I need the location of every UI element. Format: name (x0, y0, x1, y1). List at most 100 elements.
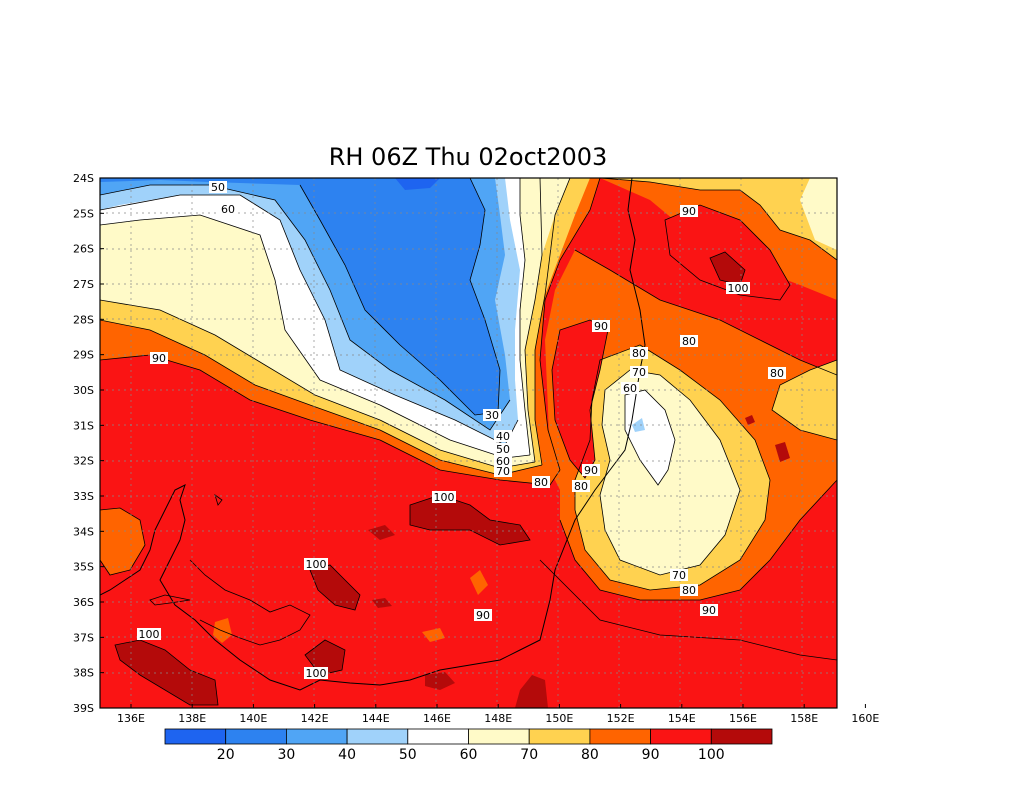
rh-patch-above-100-d (305, 640, 345, 675)
lon-tick-label: 138E (178, 712, 206, 725)
contour-label: 70 (496, 465, 510, 478)
contour-lines (100, 178, 837, 706)
contour-label: 80 (682, 584, 696, 597)
lat-tick-label: 33S (73, 490, 94, 503)
contour-label: 90 (584, 464, 598, 477)
lon-tick-label: 146E (423, 712, 451, 725)
lon-axis: 136E 138E 140E 142E 144E 146E 148E 150E 152E 154E… (117, 704, 879, 725)
coastline-inlet (149, 594, 191, 606)
contour-label: 80 (770, 367, 784, 380)
colorbar-label: 40 (338, 747, 356, 763)
lon-tick-label: 152E (607, 712, 635, 725)
colorbar-label: 60 (460, 747, 478, 763)
rh-patch-above-100-j (775, 442, 790, 462)
contour-label: 90 (476, 609, 490, 622)
rh-band-50-60-east (625, 390, 675, 485)
colorbar-label: 70 (520, 747, 538, 763)
colorbar-swatch (407, 728, 469, 745)
contour-label: 80 (534, 476, 548, 489)
contour-label: 100 (306, 558, 327, 571)
rh-band-90-100-mid (552, 320, 608, 478)
contour-labels: 50 60 30 40 50 60 70 80 90 90 80 70 60 8… (137, 181, 786, 680)
rh-patch-above-100-a (410, 495, 530, 545)
lat-axis: 24S 25S 26S 27S 28S 29S 30S 31S 32S 33S 34S 35S 36S 3… (73, 172, 104, 715)
colorbar-label: 50 (399, 747, 417, 763)
rh-patch-80-90-d (470, 570, 488, 595)
rh-band-90-100-ne (665, 205, 790, 300)
lat-tick-label: 35S (73, 561, 94, 574)
contour-label: 100 (728, 282, 749, 295)
rh-patch-above-100-h (372, 598, 392, 608)
contour-label: 60 (623, 382, 637, 395)
coastline (100, 178, 646, 691)
lon-tick-label: 150E (545, 712, 573, 725)
rh-band-70-80-east-se (772, 360, 837, 440)
lat-tick-label: 24S (73, 172, 94, 185)
lon-tick-label: 154E (668, 712, 696, 725)
colorbar-swatch (710, 728, 773, 745)
lat-tick-label: 27S (73, 278, 94, 291)
lat-tick-label: 37S (73, 631, 94, 644)
lat-tick-label: 32S (73, 455, 94, 468)
rh-patch-above-100-f (425, 672, 455, 690)
lon-tick-label: 144E (362, 712, 390, 725)
contour-label: 100 (434, 491, 455, 504)
plot-frame (99, 177, 838, 709)
rh-band-70-80-east (600, 178, 837, 260)
plot-area: 50 60 30 40 50 60 70 80 90 90 80 70 60 8… (100, 178, 837, 708)
lon-tick-label: 140E (239, 712, 267, 725)
rh-patch-above-100-i (745, 415, 755, 425)
colorbar-swatch (589, 728, 652, 745)
rh-band-40-50-east (632, 418, 645, 432)
contour-label: 60 (221, 203, 235, 216)
colorbar-label: 90 (642, 747, 660, 763)
contour-label: 50 (211, 181, 225, 194)
rh-band-60-70-ne (800, 178, 837, 250)
lat-tick-label: 38S (73, 667, 94, 680)
lat-tick-label: 30S (73, 384, 94, 397)
contour-label: 80 (574, 480, 588, 493)
contour-label: 70 (632, 366, 646, 379)
rh-band-20-30-north (100, 178, 500, 415)
colorbar-label: 100 (698, 747, 725, 763)
lat-tick-label: 31S (73, 419, 94, 432)
rh-patch-above-100-g (368, 525, 395, 540)
colorbar-swatch (650, 728, 712, 745)
colorbar-label: 20 (217, 747, 235, 763)
colorbar-swatch (468, 728, 530, 745)
contour-label: 60 (496, 455, 510, 468)
contour-label: 80 (632, 347, 646, 360)
contour-label: 80 (682, 335, 696, 348)
lat-tick-label: 29S (73, 349, 94, 362)
contour-label: 40 (496, 430, 510, 443)
lat-tick-label: 36S (73, 596, 94, 609)
contour-label: 90 (152, 352, 166, 365)
lat-tick-label: 26S (73, 243, 94, 256)
colorbar-swatch (285, 728, 348, 745)
contour-label: 70 (672, 569, 686, 582)
coastline-island (214, 493, 223, 506)
lat-tick-label: 34S (73, 525, 94, 538)
colorbar-swatch (346, 728, 409, 745)
contour-label: 100 (139, 628, 160, 641)
rh-patch-80-90-a (100, 508, 145, 575)
lon-tick-label: 156E (729, 712, 757, 725)
contour-label: 100 (306, 667, 327, 680)
coastline-gulf (189, 559, 311, 646)
lon-tick-label: 142E (301, 712, 329, 725)
lon-tick-label: 148E (484, 712, 512, 725)
rh-band-below-20 (395, 178, 440, 190)
map-title: RH 06Z Thu 02oct2003 (329, 143, 608, 171)
colorbar-label: 30 (277, 747, 295, 763)
colorbar-label: 80 (581, 747, 599, 763)
contour-label: 30 (485, 409, 499, 422)
lon-tick-label: 160E (851, 712, 879, 725)
lon-tick-label: 136E (117, 712, 145, 725)
contour-label: 90 (682, 205, 696, 218)
colorbar-swatch (225, 728, 287, 745)
colorbar: 20 30 40 50 60 70 80 90 100 (164, 728, 773, 763)
colorbar-swatch (164, 728, 227, 745)
lon-tick-label: 158E (790, 712, 818, 725)
contour-label: 90 (702, 604, 716, 617)
